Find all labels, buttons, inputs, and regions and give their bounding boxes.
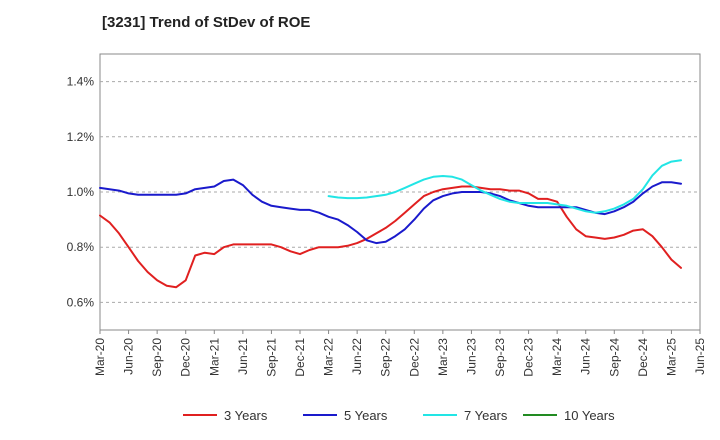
x-tick-label: Mar-21 — [207, 338, 221, 376]
x-tick-label: Jun-22 — [350, 338, 364, 375]
x-tick-label: Jun-24 — [579, 338, 593, 375]
x-tick-label: Jun-20 — [122, 338, 136, 375]
y-axis-ticks: 0.6% 0.8% 1.0% 1.2% 1.4% — [67, 75, 95, 310]
grid-lines — [100, 81, 700, 303]
x-tick-label: Mar-24 — [550, 338, 564, 376]
y-tick-label: 1.0% — [67, 185, 95, 199]
series-line-3 — [327, 159, 682, 214]
x-tick-label: Sep-20 — [150, 338, 164, 377]
x-tick-label: Jun-25 — [693, 338, 707, 375]
legend-label: 10 Years — [564, 408, 615, 423]
x-tick-label: Dec-21 — [293, 338, 307, 377]
x-tick-label: Mar-20 — [93, 338, 107, 376]
x-tick-label: Jun-21 — [236, 338, 250, 375]
series-lines — [99, 159, 682, 289]
x-tick-label: Mar-23 — [436, 338, 450, 376]
x-tick-label: Sep-23 — [493, 338, 507, 377]
legend: 3 Years 5 Years 7 Years 10 Years — [183, 408, 615, 423]
series-line-1 — [99, 185, 682, 289]
x-tick-label: Dec-20 — [179, 338, 193, 377]
x-axis-ticks: Mar-20 Jun-20 Sep-20 Dec-20 Mar-21 Jun-21 Sep-… — [93, 330, 707, 377]
y-tick-label: 1.2% — [67, 130, 95, 144]
x-tick-label: Dec-24 — [636, 338, 650, 377]
y-tick-label: 0.8% — [67, 240, 95, 254]
y-tick-label: 1.4% — [67, 75, 95, 89]
x-tick-label: Mar-25 — [664, 338, 678, 376]
x-tick-label: Sep-24 — [607, 338, 621, 377]
x-tick-label: Dec-23 — [522, 338, 536, 377]
series-line-2 — [99, 178, 682, 245]
chart-title: [3231] Trend of StDev of ROE — [102, 14, 311, 31]
legend-label: 5 Years — [344, 408, 388, 423]
x-tick-label: Sep-21 — [264, 338, 278, 377]
x-tick-label: Dec-22 — [407, 338, 421, 377]
x-tick-label: Mar-22 — [322, 338, 336, 376]
x-tick-label: Sep-22 — [379, 338, 393, 377]
legend-label: 7 Years — [464, 408, 508, 423]
legend-label: 3 Years — [224, 408, 268, 423]
x-tick-label: Jun-23 — [464, 338, 478, 375]
y-tick-label: 0.6% — [67, 295, 95, 309]
